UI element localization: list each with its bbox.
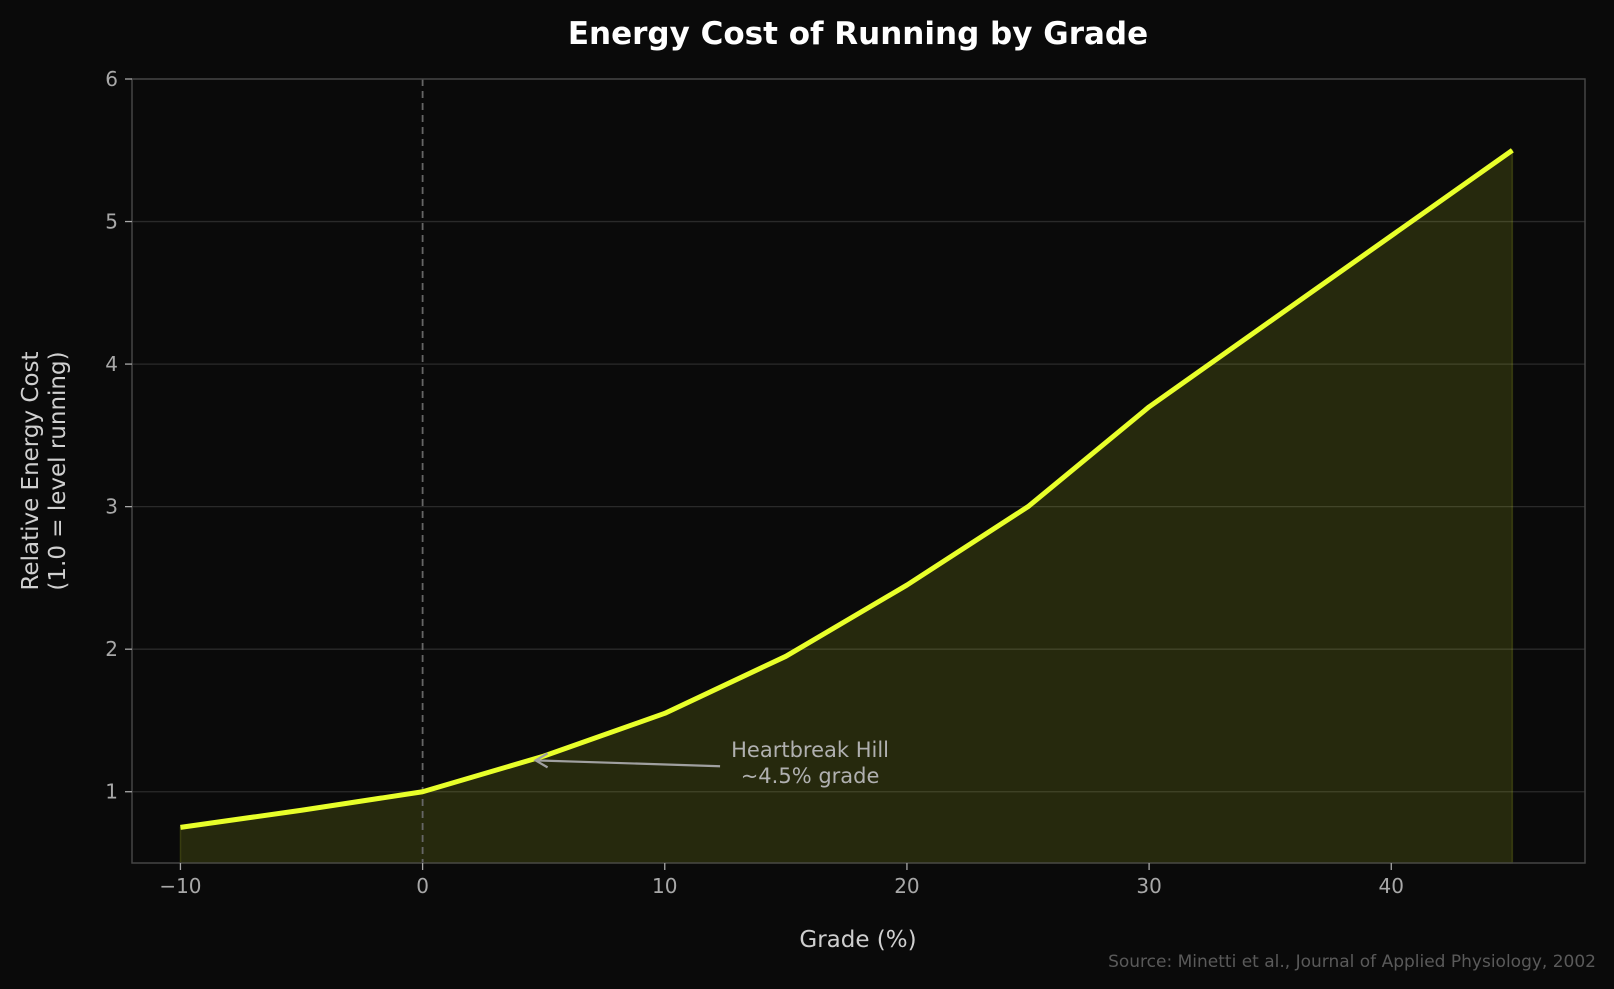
x-tick-label: 30 bbox=[1136, 874, 1161, 898]
y-tick-label: 5 bbox=[105, 210, 118, 234]
annotation: Heartbreak Hill ~4.5% grade bbox=[533, 738, 889, 788]
y-tick-label: 1 bbox=[105, 780, 118, 804]
x-tick-label: 0 bbox=[416, 874, 429, 898]
y-tick-label: 2 bbox=[105, 637, 118, 661]
y-tick-label: 3 bbox=[105, 495, 118, 519]
y-tick-label: 6 bbox=[105, 67, 118, 91]
ticks: −10 0 10 20 30 40 1 2 3 4 5 6 bbox=[105, 67, 1404, 898]
y-axis-label-line1: Relative Energy Cost bbox=[18, 351, 44, 590]
y-tick-label: 4 bbox=[105, 352, 118, 376]
x-tick-label: 20 bbox=[894, 874, 919, 898]
chart-title: Energy Cost of Running by Grade bbox=[568, 16, 1148, 52]
y-axis-label-line2: (1.0 = level running) bbox=[45, 351, 71, 590]
annotation-line2: ~4.5% grade bbox=[741, 764, 880, 788]
series-line bbox=[180, 148, 1514, 830]
x-tick-label: 10 bbox=[652, 874, 677, 898]
y-axis-label: Relative Energy Cost (1.0 = level runnin… bbox=[18, 351, 71, 590]
area-series bbox=[179, 79, 1514, 864]
plot-frame bbox=[131, 78, 1586, 864]
source-note: Source: Minetti et al., Journal of Appli… bbox=[1108, 952, 1596, 972]
annotation-arrow bbox=[535, 759, 721, 768]
axes bbox=[131, 78, 1586, 864]
x-tick-label: −10 bbox=[159, 874, 201, 898]
x-axis-label: Grade (%) bbox=[799, 927, 916, 953]
arrow-head-icon bbox=[533, 752, 549, 769]
annotation-line1: Heartbreak Hill bbox=[731, 738, 889, 762]
x-tick-label: 40 bbox=[1379, 874, 1404, 898]
